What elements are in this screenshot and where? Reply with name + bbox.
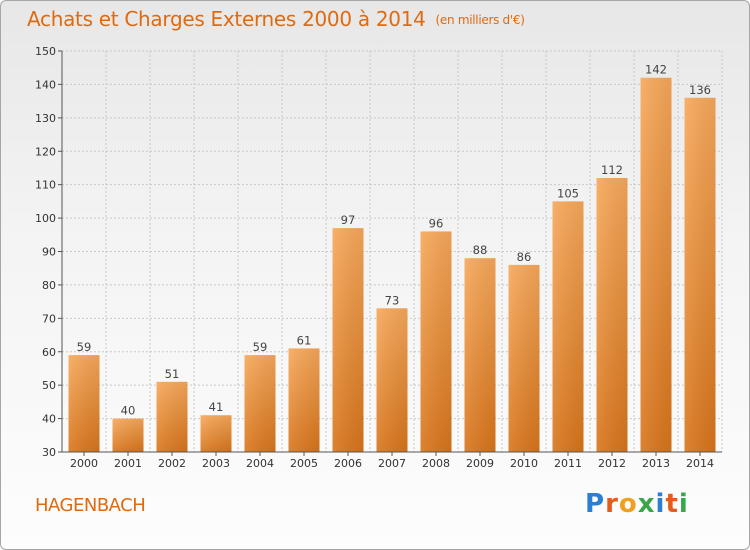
chart-subtitle: (en milliers d'€) — [435, 13, 525, 27]
logo-letter: P — [585, 489, 606, 519]
bar-shade — [464, 258, 496, 452]
y-tick-label: 50 — [42, 379, 56, 392]
data-label: 41 — [209, 400, 224, 414]
x-tick-label: 2003 — [202, 457, 230, 470]
bar-shade — [156, 381, 188, 452]
x-tick-label: 2001 — [114, 457, 142, 470]
y-tick-label: 150 — [35, 45, 56, 58]
y-tick-label: 70 — [42, 312, 56, 325]
data-label: 142 — [645, 63, 667, 77]
y-tick-label: 60 — [42, 346, 56, 359]
x-tick-label: 2005 — [290, 457, 318, 470]
bar-shade — [596, 177, 628, 452]
data-label: 73 — [385, 293, 400, 307]
bar-shade — [684, 97, 716, 453]
bar-shade — [332, 228, 364, 452]
x-tick-label: 2011 — [554, 457, 582, 470]
bar-shade — [376, 308, 408, 452]
data-label: 96 — [429, 216, 444, 230]
bar-shade — [640, 77, 672, 452]
y-tick-label: 40 — [42, 413, 56, 426]
data-label: 86 — [517, 250, 532, 264]
x-tick-label: 2004 — [246, 457, 274, 470]
logo-letter: i — [678, 489, 689, 519]
bar-shade — [68, 355, 100, 452]
y-tick-label: 80 — [42, 279, 56, 292]
x-tick-label: 2012 — [598, 457, 626, 470]
bar-shade — [112, 418, 144, 452]
chart-title: Achats et Charges Externes 2000 à 2014 (e… — [27, 7, 525, 31]
bar-shade — [200, 415, 232, 452]
bar-shade — [508, 264, 540, 452]
data-label: 112 — [601, 163, 623, 177]
x-tick-label: 2014 — [686, 457, 714, 470]
x-tick-label: 2002 — [158, 457, 186, 470]
data-label: 59 — [253, 340, 268, 354]
data-label: 136 — [689, 83, 711, 97]
y-tick-label: 90 — [42, 246, 56, 259]
x-tick-label: 2010 — [510, 457, 538, 470]
x-tick-label: 2008 — [422, 457, 450, 470]
y-tick-label: 100 — [35, 212, 56, 225]
proxiti-logo: Proxiti — [585, 489, 689, 519]
y-tick-label: 110 — [35, 179, 56, 192]
logo-letter: x — [637, 489, 656, 519]
logo-letter: t — [665, 489, 679, 519]
y-tick-label: 130 — [35, 112, 56, 125]
data-label: 88 — [473, 243, 488, 257]
x-tick-label: 2009 — [466, 457, 494, 470]
x-tick-label: 2013 — [642, 457, 670, 470]
x-tick-label: 2000 — [70, 457, 98, 470]
y-tick-label: 120 — [35, 145, 56, 158]
data-label: 51 — [165, 367, 180, 381]
logo-letter: o — [618, 489, 638, 519]
data-label: 40 — [121, 404, 136, 418]
bar-shade — [420, 231, 452, 452]
data-label: 105 — [557, 186, 579, 200]
y-tick-label: 30 — [42, 446, 56, 459]
bar-shade — [552, 201, 584, 452]
data-label: 97 — [341, 213, 356, 227]
bar-shade — [288, 348, 320, 452]
logo-letter: r — [605, 489, 619, 519]
commune-name: HAGENBACH — [35, 495, 146, 516]
data-label: 59 — [77, 340, 92, 354]
x-tick-label: 2007 — [378, 457, 406, 470]
data-label: 61 — [297, 333, 312, 347]
x-tick-label: 2006 — [334, 457, 362, 470]
y-tick-label: 140 — [35, 78, 56, 91]
bar-shade — [244, 355, 276, 452]
logo-letter: i — [655, 489, 666, 519]
